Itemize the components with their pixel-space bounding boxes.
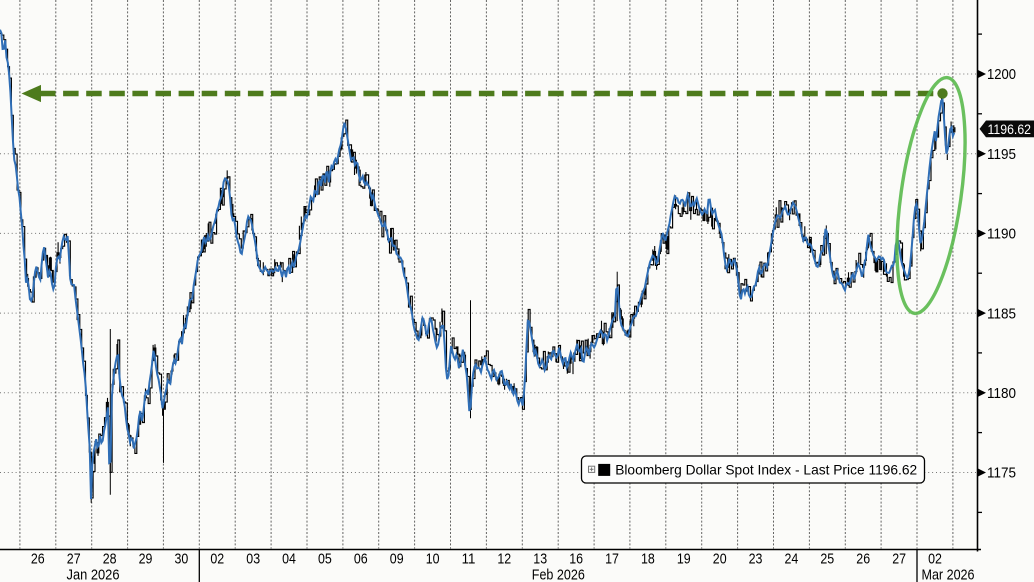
svg-text:26: 26 xyxy=(31,551,45,568)
svg-text:Mar 2026: Mar 2026 xyxy=(922,567,975,582)
svg-text:16: 16 xyxy=(569,551,583,568)
svg-text:13: 13 xyxy=(533,551,547,568)
svg-text:09: 09 xyxy=(390,551,404,568)
svg-text:1175: 1175 xyxy=(987,465,1016,482)
svg-text:03: 03 xyxy=(246,551,260,568)
svg-text:05: 05 xyxy=(318,551,332,568)
svg-text:26: 26 xyxy=(856,551,870,568)
svg-text:27: 27 xyxy=(67,551,81,568)
svg-text:10: 10 xyxy=(426,551,440,568)
svg-text:11: 11 xyxy=(462,551,476,568)
svg-text:29: 29 xyxy=(139,551,153,568)
svg-text:02: 02 xyxy=(210,551,224,568)
svg-text:02: 02 xyxy=(928,551,942,568)
svg-text:17: 17 xyxy=(605,551,619,568)
svg-text:04: 04 xyxy=(282,551,296,568)
svg-text:06: 06 xyxy=(354,551,368,568)
svg-text:Bloomberg Dollar Spot Index -: Bloomberg Dollar Spot Index - Last Price… xyxy=(615,462,917,478)
svg-text:1195: 1195 xyxy=(987,146,1016,163)
svg-text:1180: 1180 xyxy=(987,385,1016,402)
svg-text:20: 20 xyxy=(713,551,727,568)
svg-text:27: 27 xyxy=(892,551,906,568)
svg-text:25: 25 xyxy=(820,551,834,568)
svg-text:1200: 1200 xyxy=(987,66,1016,83)
svg-text:1190: 1190 xyxy=(987,226,1016,243)
svg-text:12: 12 xyxy=(497,551,511,568)
svg-text:19: 19 xyxy=(677,551,691,568)
svg-text:18: 18 xyxy=(641,551,655,568)
svg-text:28: 28 xyxy=(103,551,117,568)
svg-text:1196.62: 1196.62 xyxy=(988,122,1032,138)
svg-text:1185: 1185 xyxy=(987,305,1016,322)
svg-text:Jan 2026: Jan 2026 xyxy=(67,567,120,582)
svg-text:30: 30 xyxy=(175,551,189,568)
svg-text:24: 24 xyxy=(785,551,799,568)
svg-text:23: 23 xyxy=(749,551,763,568)
svg-text:Feb 2026: Feb 2026 xyxy=(532,567,585,582)
